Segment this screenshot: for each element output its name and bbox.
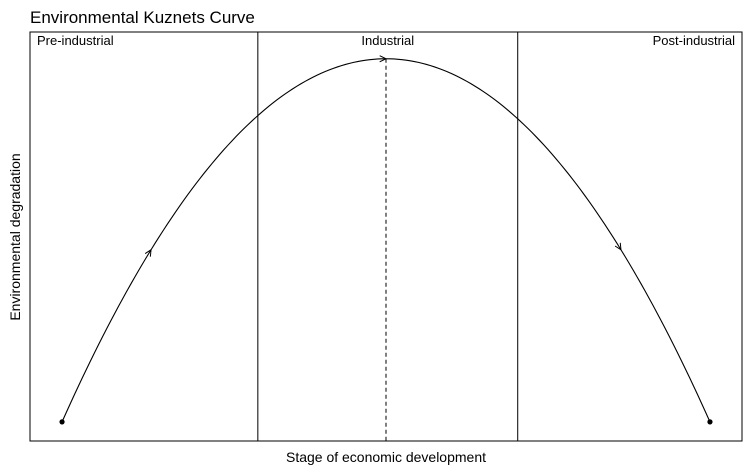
direction-arrow [379, 55, 388, 63]
x-axis-label: Stage of economic development [286, 449, 486, 465]
plot-frame [29, 31, 743, 442]
direction-arrow [614, 242, 622, 251]
chart-title: Environmental Kuznets Curve [30, 8, 255, 27]
endpoint-dot [707, 419, 713, 425]
y-axis-label: Environmental degradation [7, 153, 23, 320]
region-label: Industrial [361, 33, 414, 48]
regions-layer: Pre-industrial Industrial Post-industrial [37, 32, 735, 441]
region-label: Pre-industrial [37, 33, 114, 48]
direction-arrow [144, 248, 152, 257]
curve-layer [59, 55, 713, 441]
endpoint-dot [59, 419, 65, 425]
region-label: Post-industrial [653, 33, 735, 48]
